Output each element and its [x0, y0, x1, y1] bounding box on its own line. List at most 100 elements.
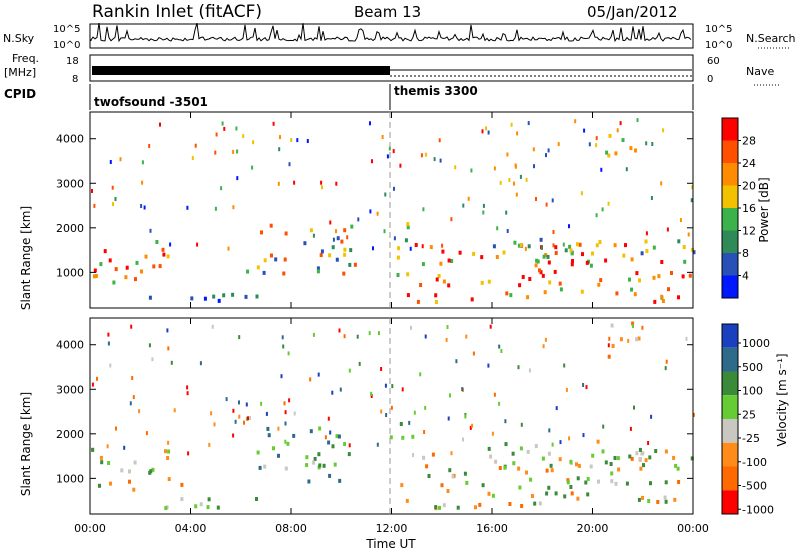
scatter-cell: [109, 363, 112, 368]
backscatter-cell: [94, 274, 98, 278]
backscatter-cell: [481, 483, 485, 488]
backscatter-cell: [161, 247, 165, 252]
backscatter-cell: [217, 298, 221, 303]
scatter-cell: [215, 132, 218, 137]
backscatter-cell: [554, 245, 558, 250]
scatter-cell: [600, 167, 603, 172]
backscatter-cell: [569, 459, 573, 464]
scatter-cell: [235, 126, 238, 131]
backscatter-cell: [541, 456, 545, 461]
backscatter-cell: [255, 294, 259, 299]
scatter-cell: [557, 142, 560, 147]
x-tick-label: 16:00: [476, 522, 508, 535]
scatter-cell: [293, 180, 296, 185]
scatter-cell: [186, 205, 189, 210]
backscatter-cell: [343, 252, 347, 257]
scatter-cell: [107, 341, 110, 346]
backscatter-cell: [442, 503, 446, 508]
colorbar-segment: [722, 253, 738, 276]
backscatter-cell: [570, 262, 574, 267]
scatter-cell: [461, 387, 464, 392]
backscatter-cell: [207, 497, 211, 502]
y-tick-label: 4000: [56, 339, 84, 352]
backscatter-cell: [133, 460, 137, 465]
scatter-cell: [309, 377, 312, 382]
nave-label: Nave: [746, 65, 774, 78]
colorbar-segment: [722, 324, 738, 348]
backscatter-cell: [274, 257, 278, 262]
backscatter-cell: [517, 466, 521, 471]
backscatter-cell: [688, 273, 692, 278]
colorbar-frame: [721, 323, 739, 515]
backscatter-cell: [282, 271, 286, 276]
backscatter-cell: [256, 265, 260, 270]
scatter-cell: [143, 205, 146, 210]
scatter-cell: [580, 191, 583, 196]
scatter-cell: [338, 328, 341, 333]
backscatter-cell: [547, 260, 551, 265]
scatter-cell: [196, 242, 199, 247]
scatter-cell: [545, 153, 547, 158]
scatter-cell: [225, 397, 228, 402]
backscatter-cell: [411, 434, 415, 439]
scatter-cell: [384, 192, 387, 197]
scatter-cell: [288, 162, 291, 167]
scatter-cell: [140, 204, 143, 208]
backscatter-cell: [637, 497, 641, 502]
velocity-y-axis-label: Slant Range [km]: [19, 392, 33, 496]
scatter-cell: [493, 392, 496, 397]
scatter-cell: [115, 426, 117, 431]
colorbar-segment: [722, 163, 738, 186]
scatter-cell: [438, 138, 441, 143]
scatter-cell: [281, 335, 284, 340]
backscatter-cell: [350, 224, 354, 229]
scatter-cell: [469, 425, 472, 430]
power-y-axis-label: Slant Range [km]: [19, 206, 33, 310]
backscatter-cell: [132, 487, 136, 492]
scatter-cell: [446, 325, 449, 329]
backscatter-cell: [414, 243, 418, 247]
backscatter-cell: [148, 470, 152, 475]
freq-trace-bar: [92, 66, 390, 75]
backscatter-cell: [681, 274, 685, 279]
scatter-cell: [282, 344, 285, 349]
backscatter-cell: [538, 268, 541, 273]
backscatter-cell: [637, 336, 641, 341]
scatter-cell: [290, 138, 293, 142]
backscatter-cell: [152, 264, 156, 269]
backscatter-cell: [406, 293, 410, 298]
backscatter-cell: [547, 485, 551, 490]
backscatter-cell: [100, 460, 104, 465]
backscatter-cell: [316, 269, 320, 274]
scatter-cell: [645, 141, 648, 146]
scatter-cell: [368, 331, 371, 336]
scatter-cell: [595, 136, 598, 141]
scatter-cell: [199, 361, 202, 366]
backscatter-cell: [446, 489, 450, 493]
backscatter-cell: [578, 242, 582, 247]
backscatter-cell: [664, 449, 668, 454]
backscatter-cell: [619, 337, 623, 342]
scatter-cell: [568, 436, 571, 441]
backscatter-cell: [657, 274, 661, 279]
scatter-cell: [472, 351, 475, 356]
scatter-cell: [167, 440, 170, 445]
scatter-cell: [651, 142, 654, 146]
freq-right-tick-top: 60: [707, 56, 720, 67]
backscatter-cell: [692, 250, 696, 255]
scatter-cell: [376, 442, 379, 447]
power-heatmap-data: [91, 118, 696, 304]
freq-right-tick-bottom: 0: [707, 74, 713, 85]
colorbar-segment: [722, 230, 738, 253]
noise-right-tick-bottom: 10^0: [705, 40, 732, 51]
backscatter-cell: [654, 449, 658, 453]
backscatter-cell: [624, 243, 627, 248]
scatter-cell: [132, 395, 135, 400]
scatter-cell: [519, 174, 522, 179]
backscatter-cell: [222, 293, 226, 298]
scatter-cell: [106, 444, 109, 449]
backscatter-cell: [591, 251, 594, 256]
backscatter-cell: [416, 299, 420, 304]
scatter-cell: [227, 246, 230, 251]
backscatter-cell: [513, 240, 517, 245]
